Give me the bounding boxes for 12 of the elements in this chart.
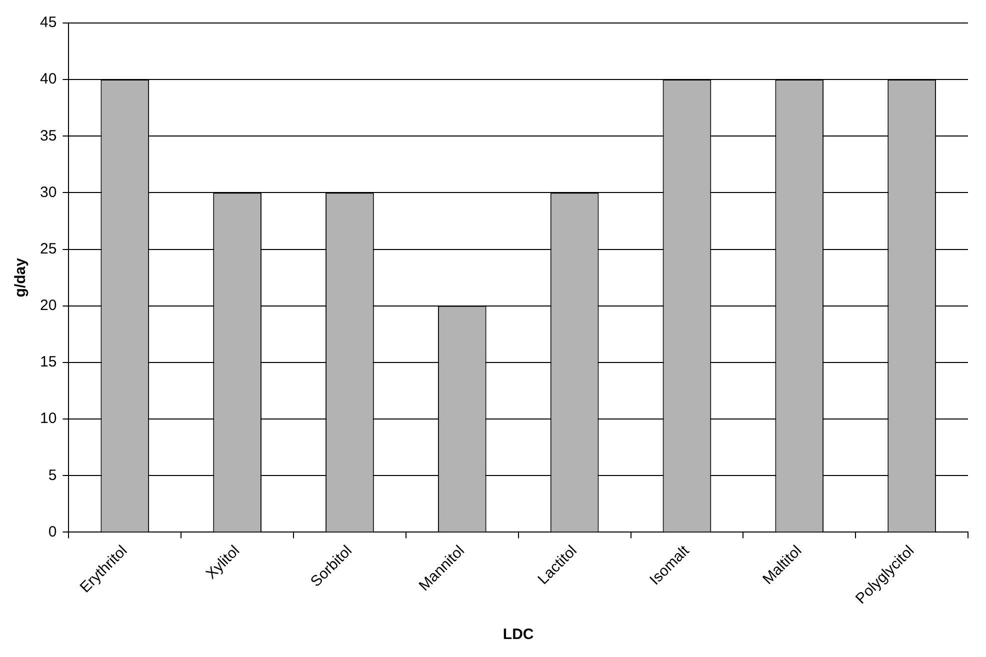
y-tick-label: 45 [40, 14, 57, 32]
y-tick-label: 25 [40, 240, 57, 258]
y-axis-title: g/day [12, 257, 30, 298]
y-tick-label: 5 [48, 466, 57, 484]
x-axis-title: LDC [502, 626, 534, 644]
y-tick-label: 40 [40, 70, 57, 88]
y-tick-label: 35 [40, 127, 57, 144]
y-tick-label: 15 [40, 354, 57, 371]
y-tick-label: 20 [40, 297, 57, 314]
y-tick-label: 0 [48, 523, 57, 540]
y-tick-label: 30 [40, 184, 57, 201]
y-tick-label: 10 [40, 410, 57, 428]
